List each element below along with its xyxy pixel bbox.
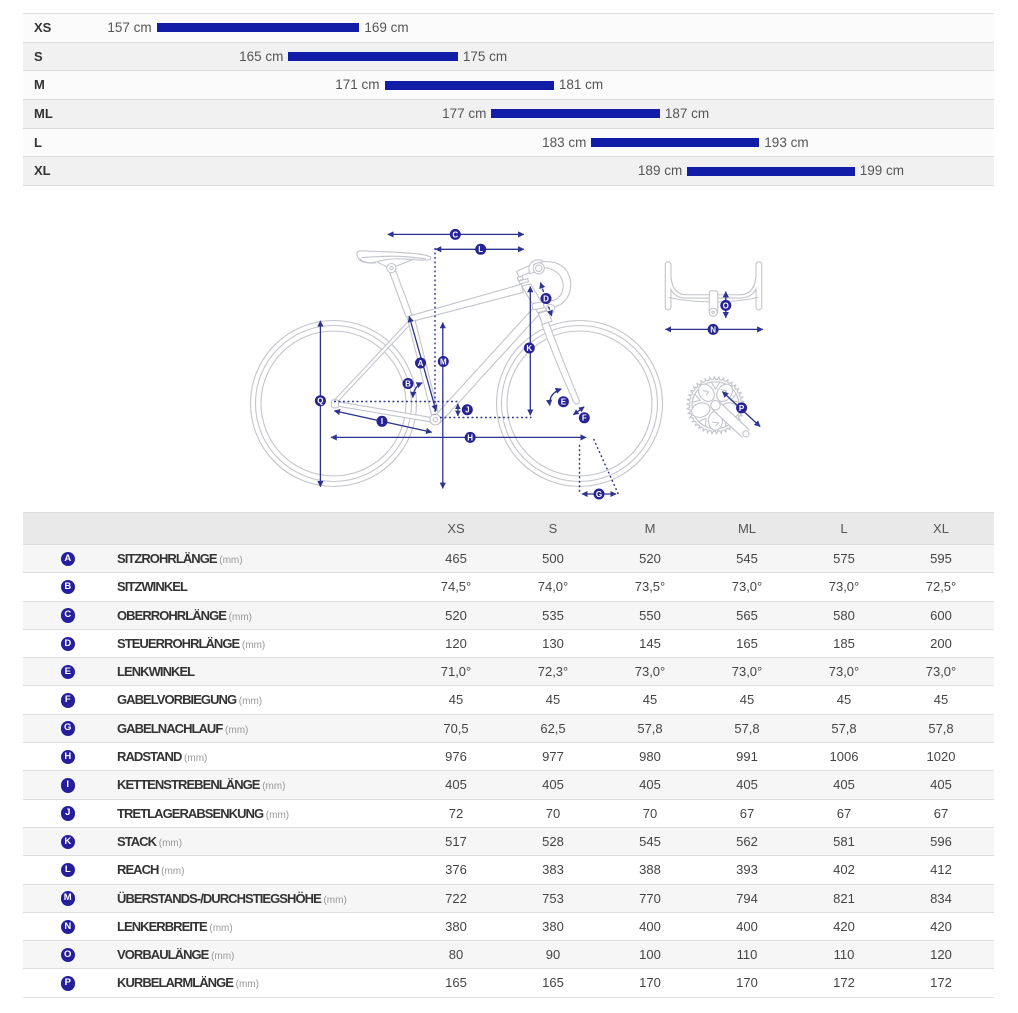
svg-text:I: I: [381, 417, 383, 426]
svg-text:C: C: [452, 230, 458, 239]
svg-text:B: B: [405, 379, 411, 388]
svg-text:E: E: [561, 398, 567, 407]
svg-text:K: K: [526, 344, 532, 353]
svg-text:F: F: [582, 414, 587, 423]
svg-text:L: L: [478, 245, 483, 254]
svg-text:O: O: [723, 301, 729, 310]
svg-text:Q: Q: [317, 397, 323, 406]
svg-text:M: M: [440, 357, 447, 366]
svg-text:N: N: [710, 325, 716, 334]
svg-text:G: G: [596, 490, 602, 499]
svg-text:H: H: [467, 433, 473, 442]
svg-text:D: D: [543, 294, 549, 303]
svg-text:J: J: [465, 406, 469, 415]
svg-text:P: P: [739, 404, 745, 413]
svg-text:A: A: [418, 359, 424, 368]
